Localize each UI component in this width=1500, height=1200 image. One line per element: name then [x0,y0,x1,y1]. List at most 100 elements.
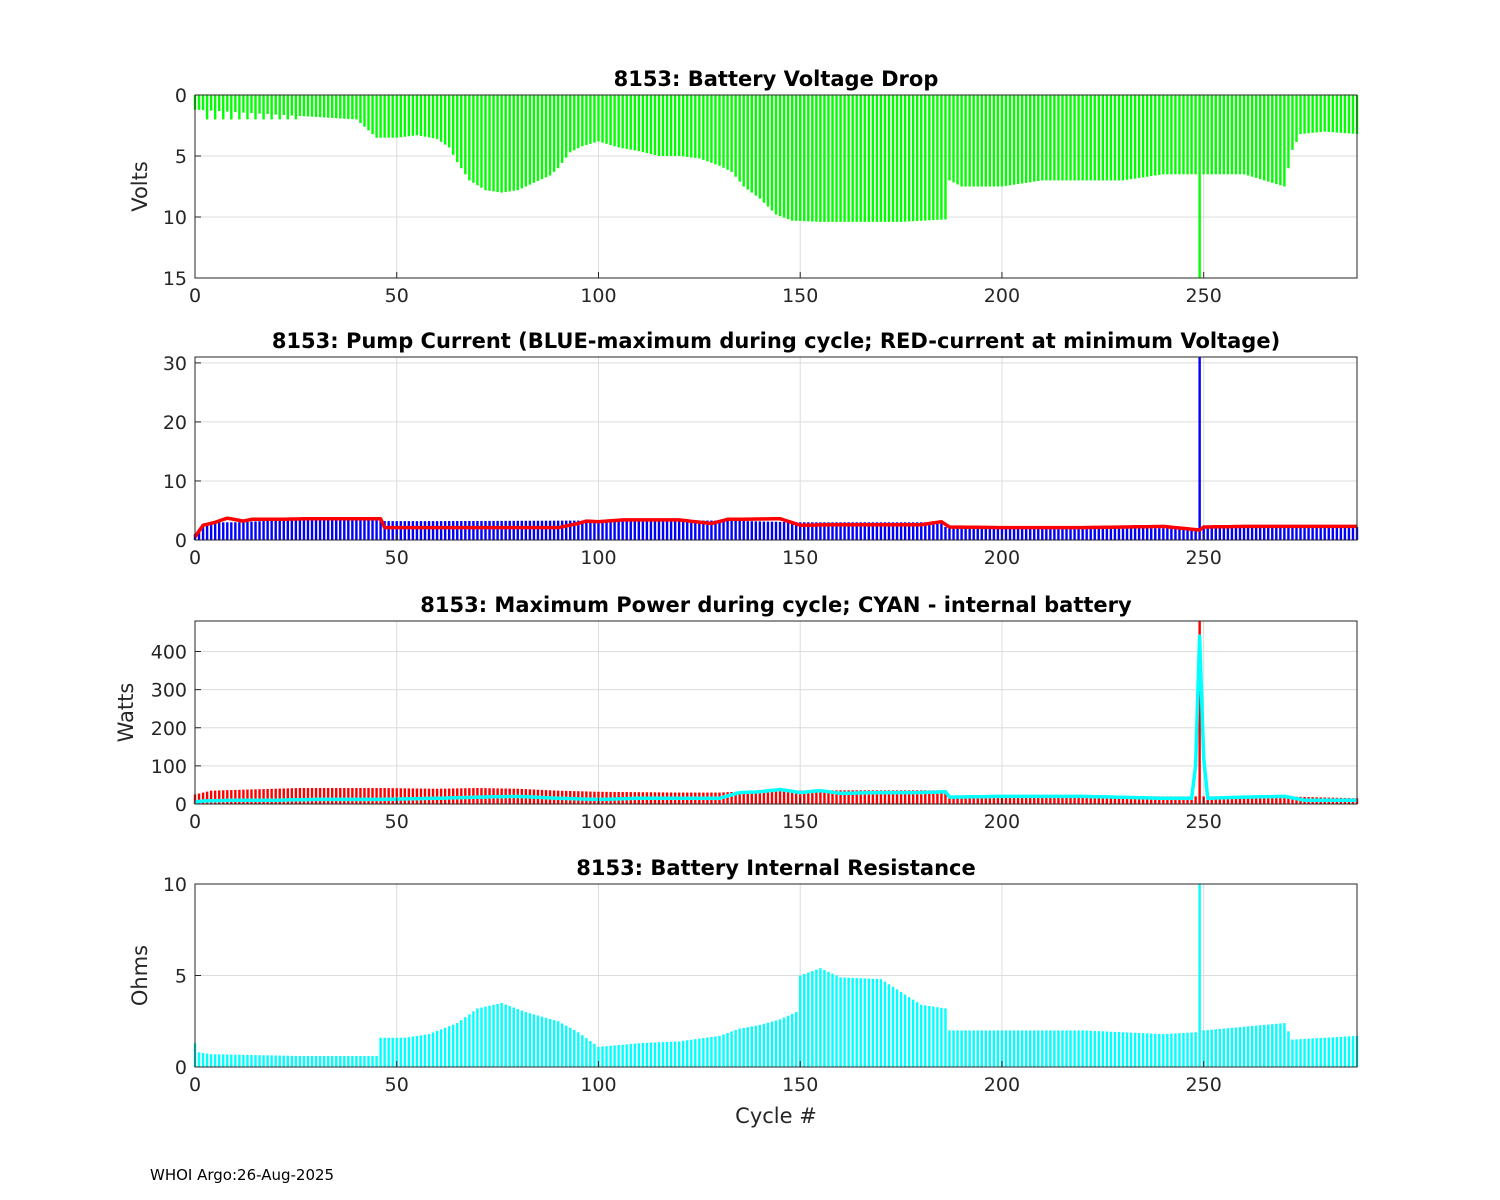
bar-cycle-55 [415,1035,419,1067]
bar-cycle-144 [774,790,778,804]
bar-cycle-134 [734,1030,737,1067]
bar-cycle-198 [992,796,996,804]
x-tick-label: 150 [782,285,818,307]
bar-cycle-149 [794,1012,798,1067]
bar-cycle-96 [581,520,584,540]
bar-cycle-125 [698,1038,701,1067]
bar-cycle-82 [524,1012,528,1067]
bar-cycle-138 [750,791,753,804]
bar-cycle-167 [867,978,870,1067]
bar-cycle-194 [976,95,979,187]
bar-cycle-255 [1222,1028,1226,1067]
bar-cycle-227 [1109,95,1113,181]
bar-cycle-88 [548,520,552,540]
bar-cycle-263 [1254,527,1258,540]
bar-cycle-59 [431,788,435,804]
x-tick-label: 100 [580,1074,616,1096]
bar-cycle-180 [920,1004,923,1067]
bar-cycle-124 [694,1039,697,1067]
bar-cycle-182 [928,95,931,221]
x-tick-label: 200 [984,547,1020,569]
axes-box [194,94,1358,279]
bar-cycle-165 [859,790,862,804]
bar-cycle-184 [936,790,939,804]
bar-cycle-142 [766,521,770,540]
bar-cycle-125 [698,95,701,159]
bar-cycle-114 [653,95,657,156]
bar-cycle-47 [383,1037,386,1067]
y-tick-label: 0 [175,85,187,107]
bar-cycle-236 [1145,1033,1149,1067]
bar-cycle-25 [294,1055,298,1067]
bar-cycle-225 [1101,528,1105,540]
bar-cycle-185 [940,522,943,540]
bar-cycle-203 [1012,95,1016,185]
bar-cycle-24 [290,1055,294,1067]
bar-cycle-196 [984,1030,988,1067]
x-tick-label: 200 [984,285,1020,307]
bar-cycle-8 [226,522,229,540]
bar-cycle-166 [863,978,866,1067]
bar-cycle-199 [996,796,1000,804]
bar-cycle-239 [1158,1033,1161,1067]
bar-cycle-224 [1097,528,1100,540]
bar-cycle-259 [1238,95,1242,175]
bar-cycle-28 [306,95,310,117]
bar-cycle-214 [1057,95,1060,181]
bar-cycle-208 [1033,95,1036,182]
bar-cycle-266 [1267,796,1270,804]
bar-cycle-191 [964,527,967,540]
bar-cycle-213 [1053,95,1056,181]
bar-cycle-229 [1117,1032,1121,1067]
bar-cycle-232 [1129,1032,1133,1067]
bar-cycle-139 [754,790,758,804]
bar-cycle-43 [367,1056,370,1067]
bar-cycle-8 [226,1054,229,1067]
bar-cycle-72 [484,520,487,540]
bar-cycle-58 [427,788,431,804]
bar-cycle-93 [569,95,572,153]
bar-cycle-12 [242,789,245,804]
bar-cycle-32 [322,1056,326,1067]
bar-cycle-205 [1020,95,1024,184]
bar-cycle-267 [1271,527,1274,540]
bar-cycle-156 [823,522,826,540]
bar-cycle-10 [234,522,237,540]
bar-cycle-257 [1230,1027,1234,1067]
bar-cycle-51 [399,95,402,138]
bar-cycle-207 [1028,1030,1032,1067]
bar-cycle-9 [230,790,233,804]
bar-cycle-93 [569,520,572,540]
bar-cycle-279 [1319,95,1322,133]
bar-cycle-196 [984,95,988,187]
bar-cycle-175 [899,790,903,804]
bar-cycle-186 [944,527,947,540]
bar-cycle-85 [536,95,540,182]
bar-cycle-135 [738,1028,741,1067]
bar-cycle-45 [375,787,378,804]
bar-cycle-22 [282,520,285,540]
bar-cycle-232 [1129,95,1133,180]
bar-cycle-218 [1073,1030,1076,1067]
bar-cycle-278 [1315,527,1318,540]
x-tick-label: 100 [580,811,616,833]
bar-cycle-216 [1065,796,1068,804]
bar-cycle-268 [1275,796,1278,804]
bar-cycle-194 [976,527,979,540]
bar-cycle-93 [569,1027,572,1067]
bar-cycle-195 [980,527,983,540]
bar-cycle-3 [205,1053,209,1067]
bar-cycle-235 [1141,528,1145,540]
bar-cycle-71 [480,520,483,540]
bar-cycle-209 [1037,528,1040,540]
bar-cycle-245 [1182,95,1185,175]
bar-cycle-208 [1033,528,1036,540]
bar-cycle-99 [593,520,596,540]
x-tick-label: 0 [189,547,201,569]
bar-cycle-196 [984,796,988,804]
bar-cycle-150 [799,790,802,804]
bar-cycle-179 [916,1002,919,1067]
bar-cycle-46 [379,95,382,138]
bar-cycle-175 [899,95,903,222]
bar-cycle-48 [387,95,390,138]
